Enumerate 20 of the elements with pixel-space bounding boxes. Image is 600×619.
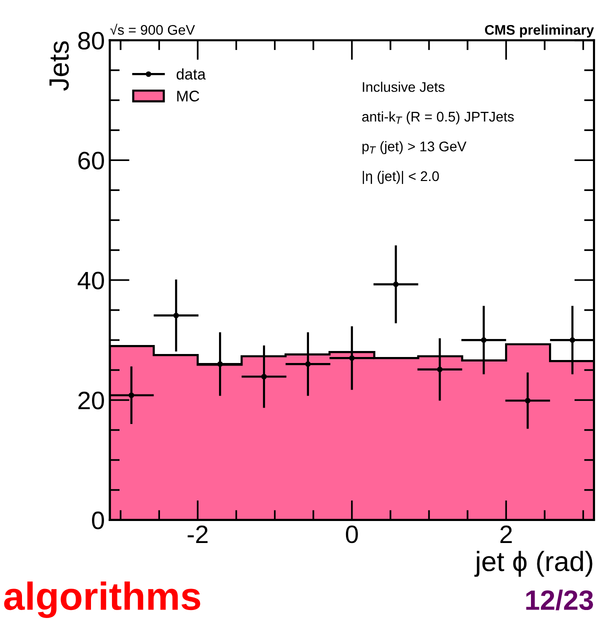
text: algorithms	[4, 582, 200, 618]
annotation: |η (jet)| < 2.0	[362, 170, 439, 184]
y-tick-label: 40	[78, 272, 104, 290]
y-tick-label: 20	[78, 392, 104, 410]
legend-label: MC	[177, 90, 200, 102]
x-axis-title: jet ϕ (rad)	[474, 550, 592, 577]
y-tick-label: 60	[78, 152, 104, 170]
chart-subtitle: √s = 900 GeV	[110, 24, 195, 35]
annotation: anti-k$_{T}$ (R = 0.5) JPTJets	[362, 111, 514, 124]
y-tick-label: 0	[92, 512, 104, 530]
y-tick-label: 80	[78, 32, 104, 50]
chart-title: CMS preliminary	[484, 24, 594, 38]
annotation: p$_{T}$ (jet) > 13 GeV	[362, 141, 466, 154]
x-tick-label: 2	[500, 525, 512, 543]
x-tick-label: 0	[346, 525, 358, 544]
text: 12/23	[526, 590, 594, 610]
annotation: Inclusive Jets	[362, 82, 444, 92]
y-axis-title: Jets	[49, 41, 69, 91]
legend-label: data	[176, 68, 206, 80]
x-tick-label: -2	[188, 525, 208, 543]
